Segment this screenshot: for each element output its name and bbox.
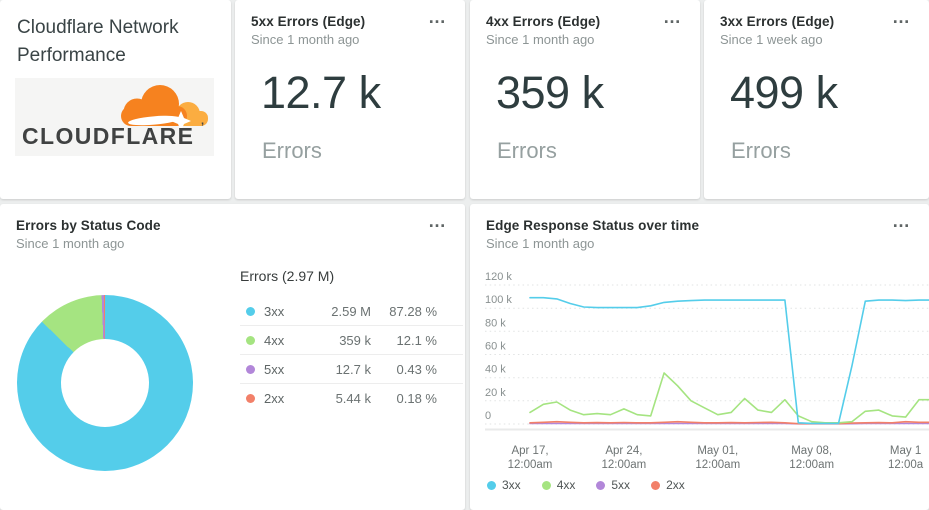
billboard-unit: Errors [497,138,557,163]
series-label: 3xx [264,303,285,319]
svg-text:20 k: 20 k [485,387,506,399]
card-menu-icon[interactable]: … [428,7,447,27]
line-chart-svg[interactable]: 120 k 100 k 80 k 60 k 40 k 20 k 0 [485,262,929,440]
series-color-dot [246,364,255,374]
line-legend-item[interactable]: 4xx [541,478,576,492]
line-legend-item[interactable]: 2xx [651,478,685,492]
series-color-dot [651,480,661,490]
card-subtitle: Since 1 month ago [486,32,595,47]
series-label: 5xx [264,361,285,377]
svg-text:100 k: 100 k [485,294,512,306]
series-label: 3xx [502,478,521,492]
line-legend-item[interactable]: 5xx [596,478,630,492]
card-title: Errors by Status Code [16,218,161,233]
x-tick-label: May 01, 12:00am [695,445,741,471]
card-menu-icon[interactable]: … [663,7,682,27]
series-label: 2xx [666,478,685,492]
cloudflare-logo: CLOUDFLARE ’ [15,78,214,156]
series-value: 5.44 k [335,390,371,406]
line-legend-item[interactable]: 3xx [487,478,521,492]
billboard-value: 12.7 k [261,67,381,118]
card-subtitle: Since 1 month ago [16,236,125,251]
series-percent: 12.1 % [396,332,437,348]
card-menu-icon[interactable]: … [428,211,447,231]
pie-legend-row[interactable]: 5xx 12.7 k 0.43 % [240,354,463,383]
billboard-unit: Errors [262,138,322,163]
dashboard-title-card: Cloudflare Network Performance CLOUDFLAR… [0,0,231,199]
pie-legend-row[interactable]: 2xx 5.44 k 0.18 % [240,383,463,412]
x-tick-label: Apr 24, 12:00am [601,445,647,471]
series-percent: 0.43 % [396,361,437,377]
billboard-value: 359 k [496,67,604,118]
cloudflare-logo-image: CLOUDFLARE ’ [22,85,208,149]
line-legend: 3xx 4xx 5xx 2xx [487,478,685,492]
card-subtitle: Since 1 month ago [251,32,360,47]
x-tick-label: May 1 12:00a [887,445,924,471]
billboard-card-4xx: 4xx Errors (Edge) Since 1 month ago … 35… [470,0,700,199]
pie-chart-card: Errors by Status Code Since 1 month ago … [0,204,465,510]
card-menu-icon[interactable]: … [892,7,911,27]
card-menu-icon[interactable]: … [892,211,911,231]
cloudflare-cloud-icon [121,85,208,131]
series-color-dot [246,306,255,316]
billboard-card-3xx: 3xx Errors (Edge) Since 1 week ago … 499… [704,0,929,199]
series-label: 5xx [611,478,631,492]
billboard-unit: Errors [731,138,791,163]
line-chart-card: Edge Response Status over time Since 1 m… [470,204,929,510]
series-color-dot [246,335,255,345]
series-value: 359 k [339,332,371,348]
series-value: 12.7 k [335,361,371,377]
card-title: 5xx Errors (Edge) [251,14,366,29]
pie-legend: Errors (2.97 M) 3xx 2.59 M 87.28 % 4xx 359 k… [240,268,463,412]
sparkle-icon [171,111,191,131]
x-tick-label: Apr 17, 12:00am [507,445,553,471]
card-title: 3xx Errors (Edge) [720,14,835,29]
series-label: 4xx [556,478,576,492]
pie-legend-row[interactable]: 3xx 2.59 M 87.28 % [240,297,463,325]
pie-legend-row[interactable]: 4xx 359 k 12.1 % [240,325,463,354]
svg-text:0: 0 [485,410,491,422]
donut-chart[interactable] [17,295,193,471]
card-subtitle: Since 1 month ago [486,236,595,251]
series-label: 2xx [264,390,285,406]
dashboard-title: Cloudflare Network Performance [17,17,179,66]
card-title: 4xx Errors (Edge) [486,14,601,29]
svg-text:60 k: 60 k [485,341,506,353]
series-color-dot [246,393,255,403]
cloudflare-logo-text: CLOUDFLARE [22,123,194,149]
pie-legend-rows: 3xx 2.59 M 87.28 % 4xx 359 k 12.1 % 5xx 12.7 k 0… [240,297,463,412]
card-title: Edge Response Status over time [486,218,700,233]
pie-legend-title: Errors (2.97 M) [240,268,335,284]
svg-text:80 k: 80 k [485,317,506,329]
x-axis-labels: Apr 17, 12:00am Apr 24, 12:00am May 01, 12:00… [470,444,929,478]
series-color-dot [487,480,496,490]
billboard-card-5xx: 5xx Errors (Edge) Since 1 month ago … 12… [235,0,465,199]
series-label: 4xx [264,332,285,348]
svg-text:40 k: 40 k [485,364,506,376]
cloudflare-logo-tick: ’ [201,121,204,133]
series-percent: 0.18 % [396,390,437,406]
series-color-dot [541,480,551,490]
billboard-value: 499 k [730,67,838,118]
x-tick-label: May 08, 12:00am [789,445,835,471]
series-value: 2.59 M [331,303,371,319]
card-subtitle: Since 1 week ago [720,32,823,47]
series-percent: 87.28 % [389,303,437,319]
svg-text:120 k: 120 k [485,271,512,283]
series-color-dot [596,480,606,490]
